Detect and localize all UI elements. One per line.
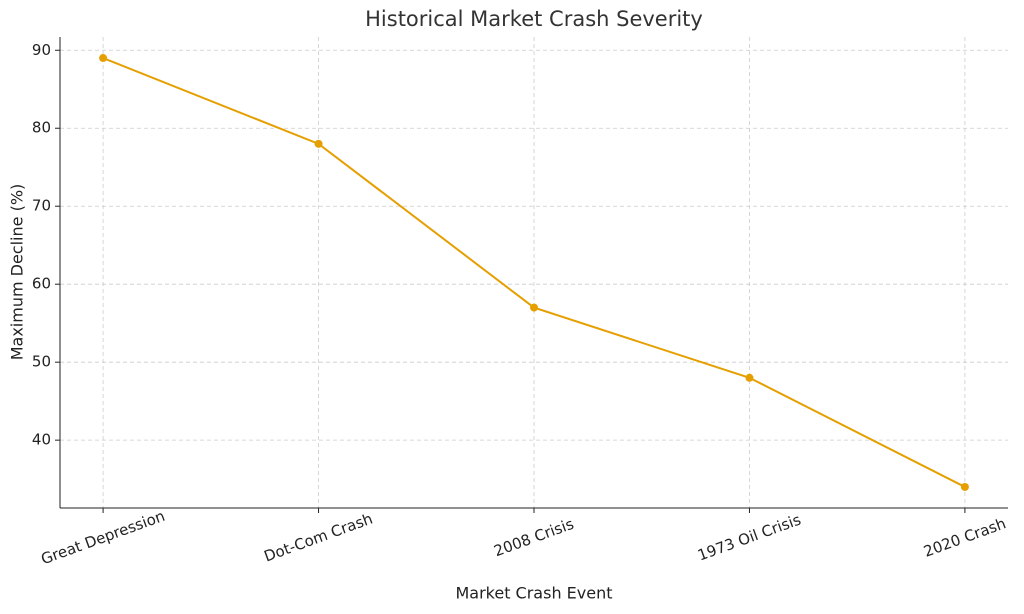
- y-tick-label: 40: [32, 431, 51, 449]
- x-tick-label: Dot-Com Crash: [262, 510, 375, 566]
- y-tick-label: 60: [32, 275, 51, 293]
- x-axis-label: Market Crash Event: [455, 584, 612, 603]
- y-tick-label: 90: [32, 41, 51, 59]
- x-tick-label: Great Depression: [39, 507, 168, 569]
- x-tick-label: 1973 Oil Crisis: [695, 510, 803, 564]
- x-tick-label: 2008 Crisis: [491, 515, 576, 561]
- chart-title: Historical Market Crash Severity: [365, 7, 703, 31]
- point: [530, 303, 538, 312]
- point: [314, 139, 323, 148]
- y-axis-label: Maximum Decline (%): [8, 184, 27, 361]
- point: [745, 373, 754, 382]
- y-tick-label: 50: [32, 353, 51, 371]
- y-tick-label: 70: [32, 197, 51, 215]
- y-tick-label: 80: [32, 119, 51, 137]
- x-tick-label: 2020 Crash: [921, 514, 1008, 560]
- point: [99, 54, 108, 63]
- point: [960, 482, 969, 491]
